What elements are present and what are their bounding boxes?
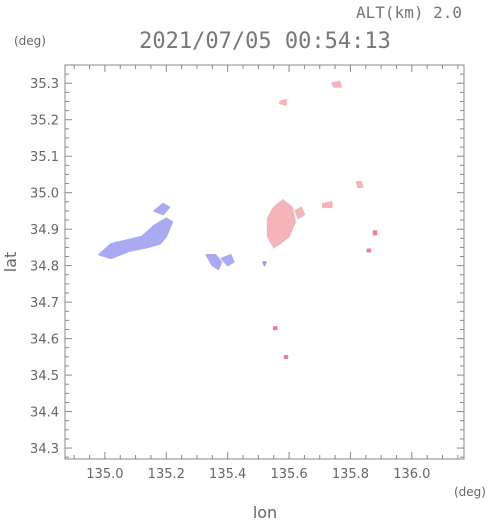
y-tick-label: 34.8	[30, 260, 59, 275]
echo-regions	[98, 80, 378, 360]
echo-region	[283, 355, 289, 360]
echo-region	[272, 326, 278, 331]
x-axis-label: lon	[253, 503, 277, 521]
y-tick-label: 35.1	[30, 150, 59, 165]
y-tick-label: 35.3	[30, 77, 59, 92]
axis-ticks: 135.0 135.2 135.4 135.6 135.8 136.0 34.3 34.4 34…	[30, 64, 464, 482]
y-tick-label: 34.4	[30, 406, 59, 421]
echo-region	[355, 180, 364, 188]
echo-region	[262, 261, 267, 267]
x-tick-label: 135.4	[209, 467, 246, 482]
x-tick-label: 135.6	[270, 467, 307, 482]
y-tick-label: 35.0	[30, 187, 59, 202]
y-tick-label: 34.7	[30, 296, 59, 311]
y-axis-label: lat	[1, 252, 20, 273]
echo-region	[366, 248, 372, 253]
echo-region	[153, 202, 171, 216]
echo-region	[372, 230, 378, 236]
x-tick-label: 135.8	[332, 467, 369, 482]
timestamp-title: 2021/07/05 00:54:13	[139, 29, 391, 54]
y-tick-label: 34.5	[30, 369, 59, 384]
x-tick-label: 136.0	[393, 467, 430, 482]
y-tick-label: 34.6	[30, 333, 59, 348]
x-unit-label: (deg)	[454, 485, 486, 499]
echo-region	[220, 253, 235, 267]
y-tick-label: 34.3	[30, 442, 59, 457]
echo-region	[266, 199, 296, 249]
echo-region	[98, 217, 174, 260]
altitude-label: ALT(km) 2.0	[356, 3, 462, 22]
echo-region	[322, 201, 333, 209]
x-tick-label: 135.2	[148, 467, 185, 482]
plot-frame	[64, 64, 465, 460]
x-tick-label: 135.0	[86, 467, 123, 482]
y-unit-label: (deg)	[14, 34, 46, 48]
echo-region	[331, 80, 342, 88]
echo-region	[205, 253, 223, 271]
echo-region	[279, 98, 287, 106]
y-tick-label: 34.9	[30, 223, 59, 238]
y-tick-label: 35.2	[30, 114, 59, 129]
echo-region	[294, 206, 306, 219]
